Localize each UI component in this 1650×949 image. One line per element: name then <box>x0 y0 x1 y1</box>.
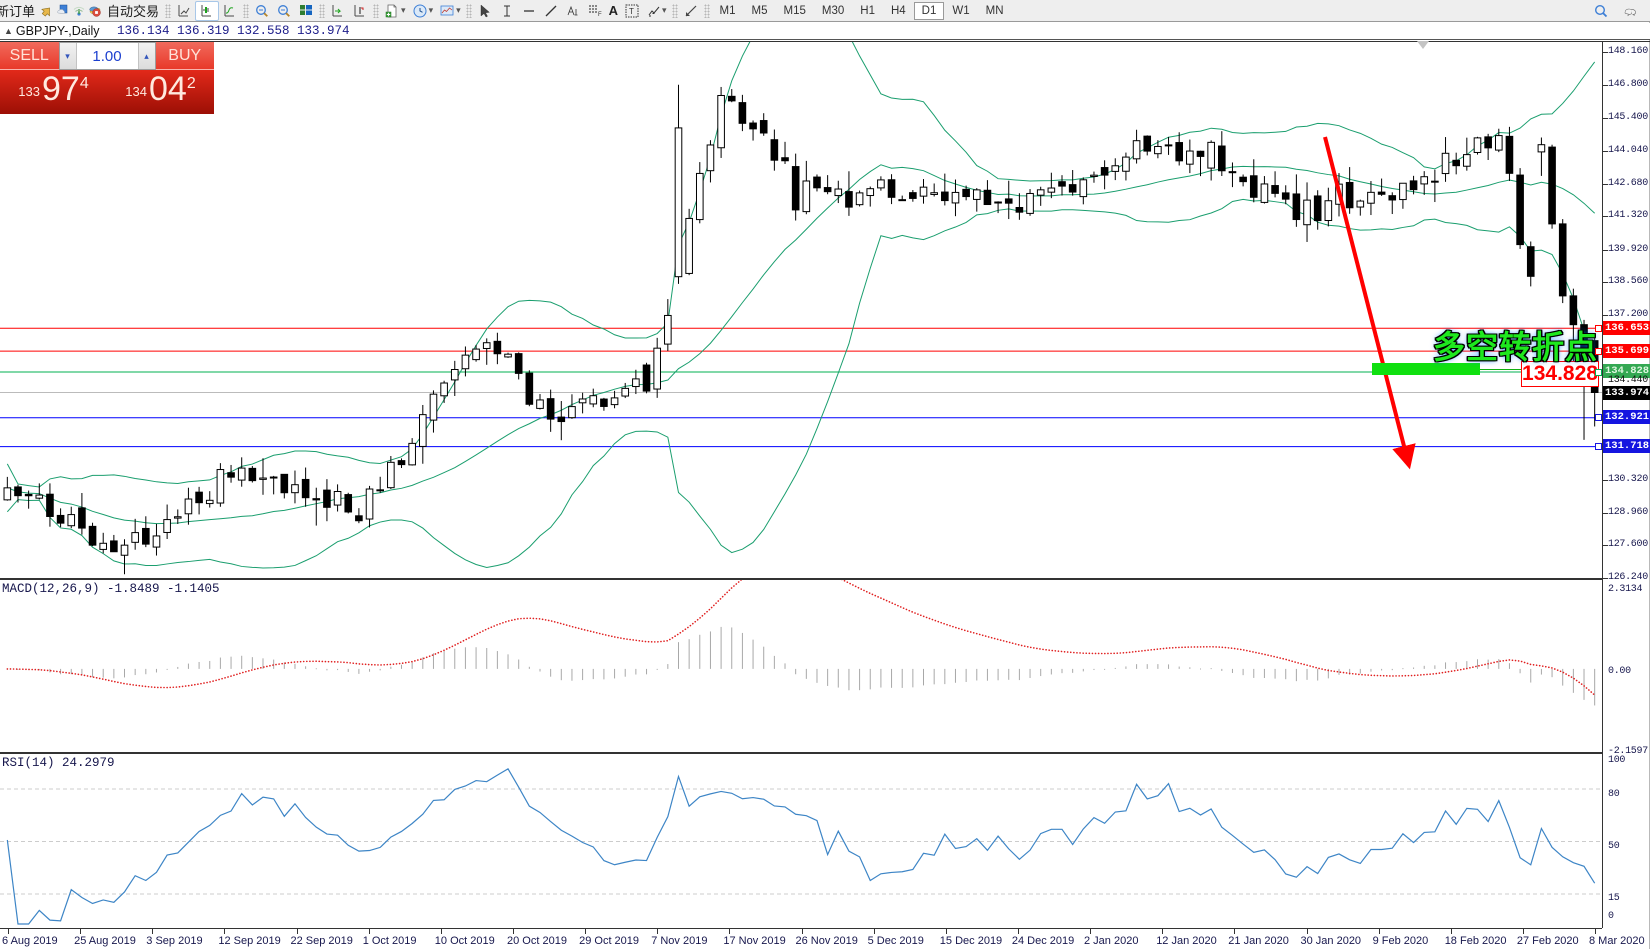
svg-text:F: F <box>598 12 602 18</box>
svg-text:T: T <box>629 7 634 16</box>
